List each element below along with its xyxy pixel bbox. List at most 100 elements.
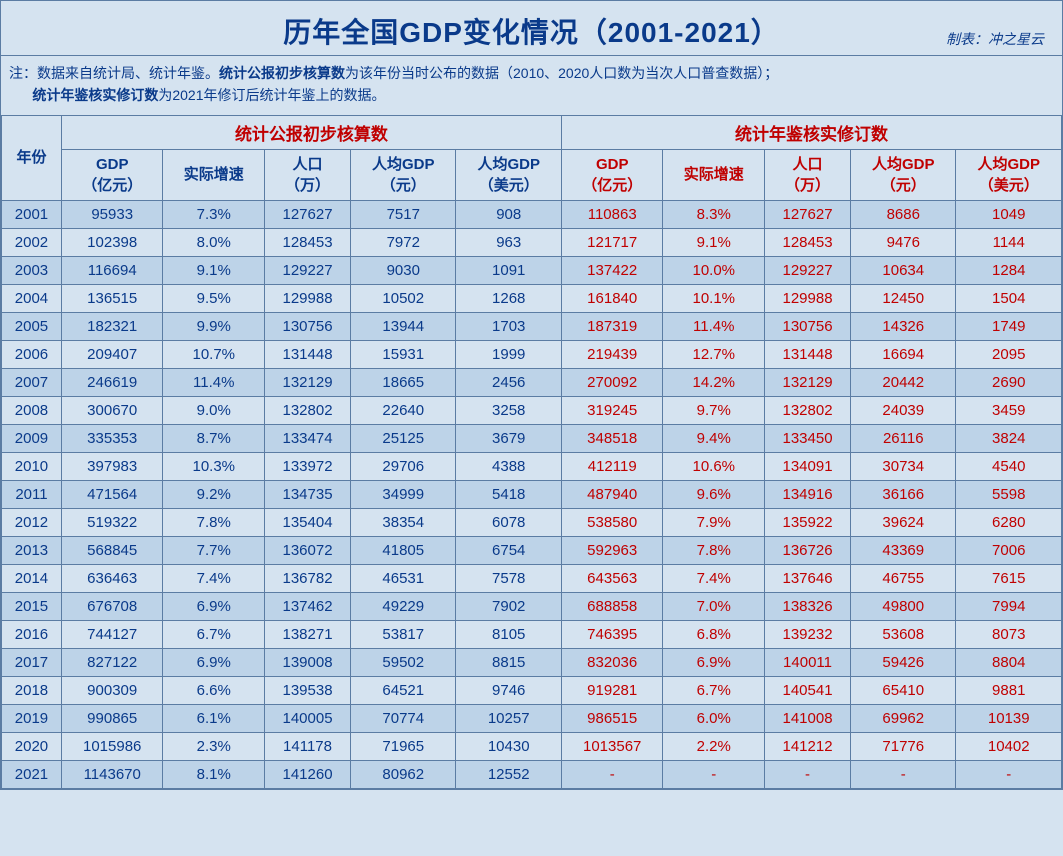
cell-initial: 397983 [61, 452, 163, 480]
col-growth-b: 实际增速 [663, 149, 765, 200]
cell-revised: 9.1% [663, 228, 765, 256]
cell-revised: 24039 [851, 396, 956, 424]
cell-initial: 25125 [351, 424, 456, 452]
cell-year: 2015 [2, 592, 62, 620]
col-gdp-a: GDP（亿元） [61, 149, 163, 200]
cell-year: 2002 [2, 228, 62, 256]
cell-initial: 335353 [61, 424, 163, 452]
cell-initial: 38354 [351, 508, 456, 536]
cell-revised: - [851, 760, 956, 788]
cell-initial: 139538 [265, 676, 351, 704]
cell-revised: 8.3% [663, 200, 765, 228]
cell-revised: 134091 [765, 452, 851, 480]
cell-initial: 6078 [456, 508, 561, 536]
cell-initial: 6.9% [163, 648, 265, 676]
cell-revised: 7.4% [663, 564, 765, 592]
cell-year: 2017 [2, 648, 62, 676]
cell-year: 2012 [2, 508, 62, 536]
table-row: 200724661911.4%13212918665245627009214.2… [2, 368, 1062, 396]
cell-revised: 6280 [956, 508, 1062, 536]
cell-revised: 5598 [956, 480, 1062, 508]
cell-initial: 6754 [456, 536, 561, 564]
cell-revised: 133450 [765, 424, 851, 452]
cell-initial: 9.5% [163, 284, 265, 312]
cell-revised: - [663, 760, 765, 788]
cell-revised: 140541 [765, 676, 851, 704]
cell-initial: 568845 [61, 536, 163, 564]
cell-initial: 34999 [351, 480, 456, 508]
cell-revised: 1049 [956, 200, 1062, 228]
cell-initial: 6.7% [163, 620, 265, 648]
cell-initial: 71965 [351, 732, 456, 760]
cell-revised: 127627 [765, 200, 851, 228]
cell-revised: 487940 [561, 480, 663, 508]
cell-initial: 129988 [265, 284, 351, 312]
cell-initial: 519322 [61, 508, 163, 536]
cell-revised: 832036 [561, 648, 663, 676]
cell-initial: 53817 [351, 620, 456, 648]
cell-year: 2003 [2, 256, 62, 284]
cell-revised: 1144 [956, 228, 1062, 256]
cell-initial: 10.7% [163, 340, 265, 368]
cell-revised: 132129 [765, 368, 851, 396]
cell-revised: 746395 [561, 620, 663, 648]
cell-revised: - [561, 760, 663, 788]
cell-year: 2007 [2, 368, 62, 396]
cell-revised: 2690 [956, 368, 1062, 396]
table-head: 年份 统计公报初步核算数 统计年鉴核实修订数 GDP（亿元） 实际增速 人口（万… [2, 115, 1062, 200]
cell-initial: 136515 [61, 284, 163, 312]
table-row: 201039798310.3%13397229706438841211910.6… [2, 452, 1062, 480]
table-row: 20189003096.6%1395386452197469192816.7%1… [2, 676, 1062, 704]
col-pcgdp-usd-a: 人均GDP（美元） [456, 149, 561, 200]
cell-initial: 8105 [456, 620, 561, 648]
cell-revised: 7.0% [663, 592, 765, 620]
cell-revised: 8073 [956, 620, 1062, 648]
cell-initial: 41805 [351, 536, 456, 564]
cell-revised: 7.8% [663, 536, 765, 564]
table-row: 20146364637.4%1367824653175786435637.4%1… [2, 564, 1062, 592]
cell-initial: 10257 [456, 704, 561, 732]
cell-revised: 14326 [851, 312, 956, 340]
cell-initial: 130756 [265, 312, 351, 340]
cell-initial: 64521 [351, 676, 456, 704]
cell-revised: 1013567 [561, 732, 663, 760]
cell-revised: 2095 [956, 340, 1062, 368]
table-row: 20125193227.8%1354043835460785385807.9%1… [2, 508, 1062, 536]
cell-initial: 139008 [265, 648, 351, 676]
cell-revised: 141008 [765, 704, 851, 732]
col-pcgdp-usd-b: 人均GDP（美元） [956, 149, 1062, 200]
cell-initial: 2.3% [163, 732, 265, 760]
cell-revised: 538580 [561, 508, 663, 536]
cell-initial: 29706 [351, 452, 456, 480]
cell-initial: 2456 [456, 368, 561, 396]
cell-initial: 18665 [351, 368, 456, 396]
col-year: 年份 [2, 115, 62, 200]
cell-initial: 80962 [351, 760, 456, 788]
cell-revised: 10402 [956, 732, 1062, 760]
cell-initial: 9030 [351, 256, 456, 284]
col-gdp-b: GDP（亿元） [561, 149, 663, 200]
cell-initial: 908 [456, 200, 561, 228]
cell-revised: 919281 [561, 676, 663, 704]
cell-revised: 137646 [765, 564, 851, 592]
cell-initial: 9.0% [163, 396, 265, 424]
cell-revised: - [956, 760, 1062, 788]
cell-revised: 30734 [851, 452, 956, 480]
cell-revised: 412119 [561, 452, 663, 480]
table-row: 20178271226.9%1390085950288158320366.9%1… [2, 648, 1062, 676]
table-row: 20031166949.1%1292279030109113742210.0%1… [2, 256, 1062, 284]
cell-initial: 12552 [456, 760, 561, 788]
cell-initial: 49229 [351, 592, 456, 620]
cell-revised: 131448 [765, 340, 851, 368]
cell-initial: 9.2% [163, 480, 265, 508]
cell-initial: 1091 [456, 256, 561, 284]
table-row: 202010159862.3%141178719651043010135672.… [2, 732, 1062, 760]
cell-initial: 9746 [456, 676, 561, 704]
cell-initial: 59502 [351, 648, 456, 676]
cell-year: 2008 [2, 396, 62, 424]
col-pop-a: 人口（万） [265, 149, 351, 200]
cell-revised: 136726 [765, 536, 851, 564]
cell-revised: 130756 [765, 312, 851, 340]
cell-revised: 1749 [956, 312, 1062, 340]
cell-revised: 69962 [851, 704, 956, 732]
